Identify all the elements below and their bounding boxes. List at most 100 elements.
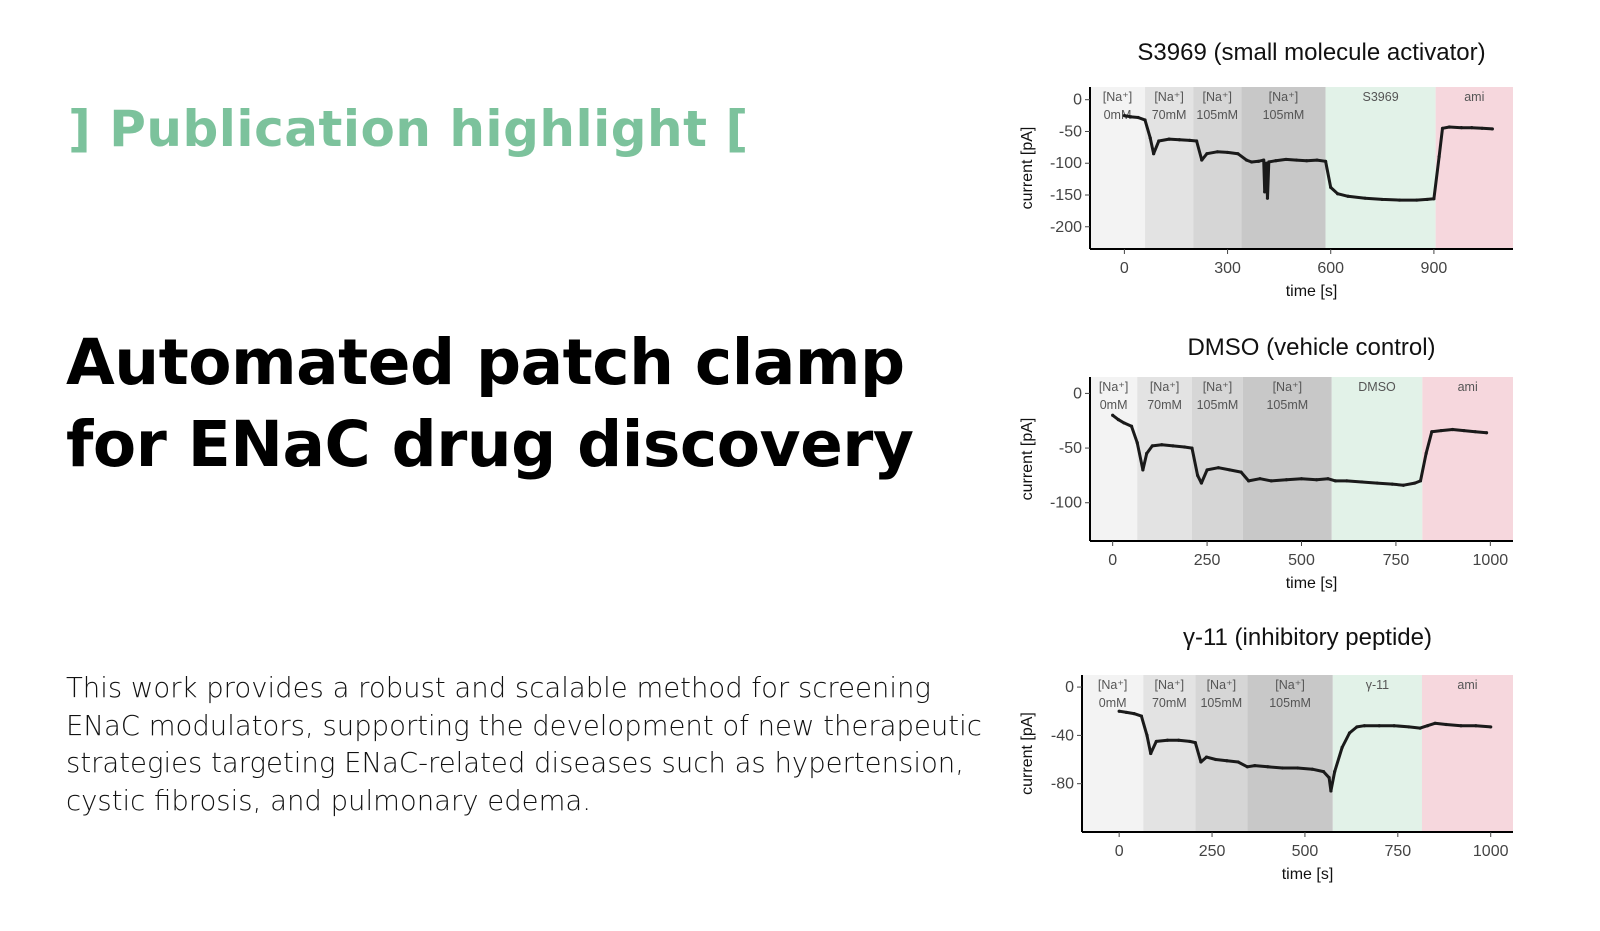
summary-line-1: This work provides a robust and scalable… [66,672,931,704]
y-axis-label: current [pA] [1019,712,1036,795]
band-label: 105mM [1266,398,1308,412]
data-point [1407,725,1411,729]
data-point [1190,446,1194,450]
data-point [1135,441,1139,445]
data-point [1177,138,1182,142]
data-point [1145,733,1149,737]
data-point [1199,760,1203,764]
title-line-2: for ENaC drug discovery [66,408,914,481]
data-point [1430,430,1434,434]
summary-paragraph: This work provides a robust and scalable… [66,670,1006,820]
band-label: ami [1464,90,1484,104]
x-tick-label: 600 [1317,260,1344,277]
condition-band [1332,675,1422,832]
data-point [1321,770,1326,774]
data-point [1425,724,1430,728]
data-point [1266,765,1270,769]
x-tick-label: 500 [1292,843,1319,860]
chart-title: S3969 (small molecule activator) [1137,39,1485,66]
data-point [1470,126,1474,130]
chart-title: γ-11 (inhibitory peptide) [1183,624,1432,651]
data-point [1139,714,1144,718]
band-label: [Na⁺] [1273,380,1303,394]
data-point [1199,481,1204,485]
data-point [1425,197,1429,202]
data-point [1160,443,1164,447]
band-label: 0mM [1104,108,1132,122]
x-axis-label: time [s] [1286,575,1338,592]
band-label: ami [1458,380,1478,394]
y-tick-label: -50 [1059,123,1082,140]
eyebrow-heading: ] Publication highlight [ [68,100,749,158]
data-point [1390,482,1394,486]
data-point [1228,468,1232,472]
band-label: [Na⁺] [1099,380,1129,394]
data-point [1143,118,1147,122]
x-tick-label: 0 [1120,260,1129,277]
data-point [1129,424,1134,428]
data-point [1239,470,1243,474]
data-point [1154,739,1158,744]
data-point [1336,192,1340,196]
band-label: [Na⁺] [1275,678,1305,692]
data-point [1253,763,1257,768]
data-point [1362,724,1366,728]
y-tick-label: 0 [1073,385,1082,402]
data-point [1490,127,1494,131]
data-point [1236,760,1240,764]
band-label: [Na⁺] [1269,90,1299,104]
data-point [1165,738,1170,742]
data-point [1345,479,1349,483]
condition-band [1325,87,1436,249]
condition-band [1090,377,1138,541]
summary-line-2: ENaC modulators, supporting the developm… [66,709,982,742]
current-trace [1118,709,1491,793]
condition-band [1242,377,1332,541]
data-point [1116,418,1120,422]
band-label: [Na⁺] [1098,678,1128,692]
data-point [1375,481,1379,485]
band-label: γ-11 [1366,678,1389,692]
data-point [1294,158,1298,162]
data-point [1265,196,1270,200]
x-axis-label: time [s] [1286,283,1338,300]
band-label: 70mM [1152,696,1187,710]
y-axis-label: current [pA] [1019,127,1036,210]
condition-band [1082,675,1144,832]
data-point [1415,198,1419,202]
y-tick-label: -200 [1050,219,1082,236]
data-point [1274,159,1278,163]
page-title: Automated patch clamp for ENaC drug disc… [66,322,966,486]
data-point [1439,428,1443,433]
data-point [1200,158,1204,162]
data-point [1484,431,1489,435]
summary-line-4: cystic fibrosis, and pulmonary edema. [66,784,591,817]
y-axis-label: current [pA] [1019,418,1036,501]
y-tick-label: -100 [1050,495,1082,512]
data-point [1247,479,1251,483]
data-point [1193,741,1197,745]
band-label: 105mM [1197,398,1239,412]
y-tick-label: 0 [1073,92,1082,109]
data-point [1295,766,1300,770]
band-label: [Na⁺] [1154,90,1184,104]
data-point [1141,468,1145,472]
data-point [1459,724,1463,728]
data-point [1333,770,1337,774]
y-tick-label: -50 [1059,440,1082,457]
data-point [1129,115,1133,119]
band-label: 105mM [1269,696,1311,710]
data-point [1267,160,1271,164]
data-point [1450,427,1455,432]
data-point [1284,157,1288,162]
data-point [1204,755,1209,759]
data-point [1124,710,1129,715]
x-tick-label: 750 [1384,843,1411,860]
data-point [1225,150,1230,155]
data-point [1462,428,1466,433]
data-point [1269,479,1273,483]
data-point [1171,444,1175,448]
data-point [1433,721,1437,725]
data-point [1347,731,1352,735]
data-point [1418,726,1422,730]
